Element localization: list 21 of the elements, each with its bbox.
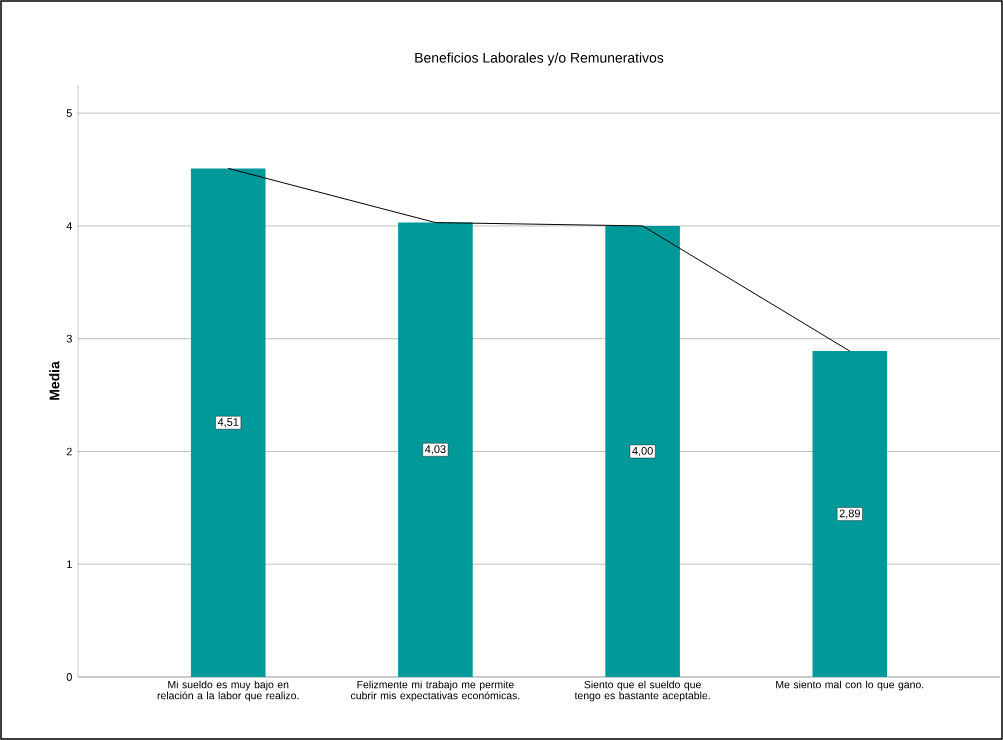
x-tick-label: Mi sueldo es muy bajo en relación a la labor que realizo. xyxy=(157,680,299,702)
x-tick-label: Me siento mal con lo que gano. xyxy=(776,680,924,691)
data-label: 4,51 xyxy=(217,418,239,428)
y-tick-label: 0 xyxy=(66,673,72,681)
x-tick-label: Siento que el sueldo que tengo es bastante aceptable. xyxy=(574,680,710,702)
data-label: 2,89 xyxy=(839,509,860,519)
y-tick-label: 3 xyxy=(66,334,72,343)
bar xyxy=(605,225,680,677)
y-axis-title: Media xyxy=(49,361,60,400)
y-tick-label: 4 xyxy=(66,222,73,230)
data-label: 4,00 xyxy=(632,446,653,456)
line-series xyxy=(227,167,851,352)
chart-title: Beneficios Laborales y/o Remunerativos xyxy=(415,52,664,66)
bar xyxy=(812,351,888,677)
bar xyxy=(398,222,473,677)
y-tick-label: 5 xyxy=(66,109,72,117)
y-tick-label: 1 xyxy=(67,560,72,568)
x-tick-label: Felizmente mi trabajo me permite cubrir mis expectativas económicas. xyxy=(350,680,520,702)
bar xyxy=(190,168,266,677)
y-tick-label: 2 xyxy=(66,447,72,456)
data-label: 4,03 xyxy=(425,445,446,455)
